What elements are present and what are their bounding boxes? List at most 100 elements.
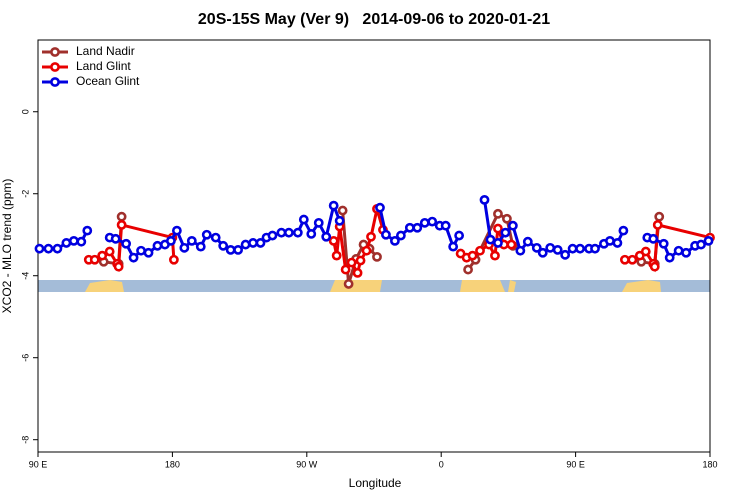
point	[681, 247, 692, 258]
y-tick-label: 0	[20, 109, 30, 114]
point	[110, 233, 121, 244]
point	[500, 227, 511, 238]
point	[186, 235, 197, 246]
point	[454, 230, 465, 241]
point	[68, 235, 79, 246]
legend-marker	[50, 47, 60, 57]
point	[493, 223, 503, 234]
point	[97, 250, 108, 261]
legend-label: Ocean Glint	[76, 74, 140, 88]
point	[306, 229, 317, 239]
y-tick-label: -8	[20, 436, 30, 444]
point	[52, 243, 63, 254]
y-tick-label: -6	[20, 354, 30, 362]
plot-frame	[37, 39, 711, 453]
point	[448, 241, 459, 252]
point	[552, 244, 563, 255]
point	[648, 233, 659, 244]
point	[658, 238, 669, 249]
x-tick-label: 180	[165, 459, 180, 469]
land-strip	[330, 280, 382, 292]
point	[366, 231, 376, 242]
point	[375, 202, 385, 213]
y-tick-label: -2	[20, 190, 30, 198]
point	[485, 234, 496, 245]
point	[152, 240, 163, 251]
point	[292, 227, 303, 238]
x-tick-label: 0	[439, 459, 444, 469]
point	[340, 264, 351, 275]
point	[419, 217, 430, 228]
land-strip	[460, 280, 516, 292]
chart-title: 20S-15S May (Ver 9) 2014-09-06 to 2020-0…	[198, 11, 550, 28]
x-tick-label: 90 E	[566, 459, 585, 469]
point	[346, 257, 357, 268]
legend-label: Land Nadir	[76, 44, 135, 58]
y-tick-label: -4	[20, 272, 30, 280]
point	[475, 245, 485, 256]
point	[664, 252, 675, 263]
point	[390, 235, 400, 246]
point	[490, 250, 500, 261]
point	[493, 208, 503, 219]
point	[43, 243, 54, 254]
legend-marker	[50, 77, 60, 87]
point	[537, 247, 548, 258]
point	[116, 219, 127, 230]
point	[328, 235, 339, 246]
point	[502, 213, 512, 224]
point	[321, 231, 332, 242]
x-tick-label: 180	[702, 459, 717, 469]
point	[89, 254, 100, 265]
point	[82, 225, 93, 236]
point	[654, 211, 665, 222]
point	[605, 235, 615, 246]
point	[575, 243, 585, 254]
point	[652, 219, 663, 230]
point	[267, 230, 278, 241]
point	[328, 200, 339, 211]
point	[337, 205, 348, 216]
point	[61, 238, 72, 248]
point	[560, 249, 571, 260]
surface-strip	[38, 280, 710, 292]
point	[696, 239, 706, 250]
point	[334, 215, 345, 226]
point	[395, 230, 406, 241]
point	[225, 244, 236, 255]
point	[522, 236, 533, 247]
point	[619, 254, 630, 265]
point	[640, 246, 651, 257]
y-axis-label: XCO2 - MLO trend (ppm)	[0, 179, 14, 314]
point	[515, 245, 526, 256]
land-strip	[85, 280, 124, 292]
land-strip	[622, 280, 661, 292]
point	[404, 222, 415, 233]
legend-label: Land Glint	[76, 59, 131, 73]
point	[143, 247, 154, 258]
point	[567, 243, 578, 254]
point	[412, 222, 423, 233]
x-axis-label: Longitude	[349, 476, 402, 490]
point	[343, 279, 354, 289]
point	[233, 244, 244, 255]
point	[283, 227, 294, 238]
point	[121, 238, 132, 249]
x-tick-label: 90 E	[29, 459, 48, 469]
point	[590, 243, 600, 254]
point	[136, 245, 146, 256]
point	[507, 220, 518, 231]
point	[276, 227, 287, 238]
point	[673, 245, 684, 256]
point	[201, 229, 212, 240]
point	[545, 242, 556, 253]
point	[128, 252, 139, 263]
point	[618, 225, 629, 236]
point	[361, 245, 372, 256]
point	[248, 238, 258, 248]
point	[240, 239, 251, 250]
point	[34, 243, 45, 254]
point	[218, 240, 229, 251]
point	[506, 239, 517, 250]
point	[467, 250, 478, 261]
